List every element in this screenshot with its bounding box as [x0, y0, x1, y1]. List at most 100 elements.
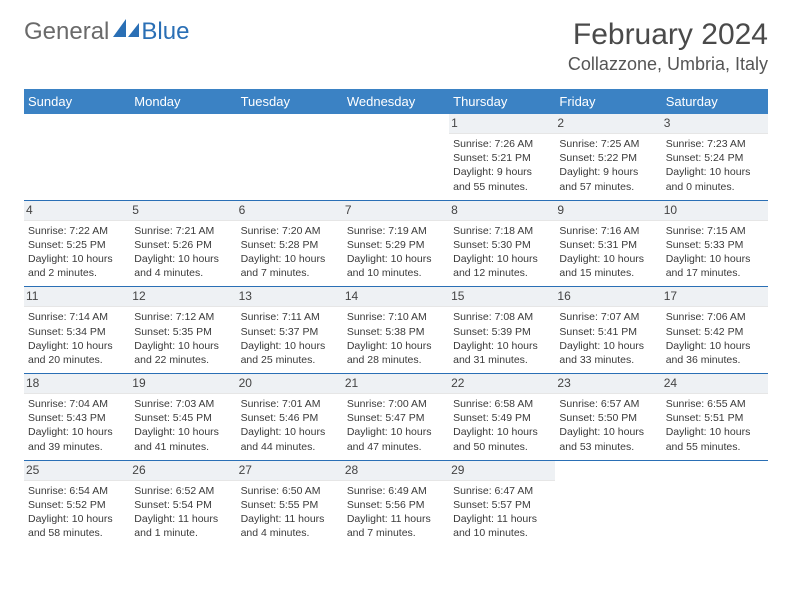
day-info: Sunrise: 7:07 AMSunset: 5:41 PMDaylight:…: [559, 310, 657, 367]
calendar-cell: 21 Sunrise: 7:00 AMSunset: 5:47 PMDayligh…: [343, 374, 449, 461]
calendar-week: 18 Sunrise: 7:04 AMSunset: 5:43 PMDayligh…: [24, 374, 768, 461]
day-number: 28: [343, 461, 449, 481]
day-header: Wednesday: [343, 89, 449, 114]
brand-part2: Blue: [141, 18, 189, 46]
day-header-row: SundayMondayTuesdayWednesdayThursdayFrid…: [24, 89, 768, 114]
day-number: 3: [662, 114, 768, 134]
month-title: February 2024: [568, 18, 768, 52]
calendar-cell: 14Sunrise: 7:10 AMSunset: 5:38 PMDayligh…: [343, 287, 449, 374]
day-number: 20: [237, 374, 343, 394]
day-header: Monday: [130, 89, 236, 114]
sail-icon: [113, 18, 139, 46]
calendar-cell: [662, 460, 768, 546]
day-info: Sunrise: 7:01 AMSunset: 5:46 PMDaylight:…: [241, 397, 339, 454]
calendar-cell: 19Sunrise: 7:03 AMSunset: 5:45 PMDayligh…: [130, 374, 236, 461]
day-number: 22: [449, 374, 555, 394]
calendar-cell: [237, 114, 343, 200]
calendar-cell: 26Sunrise: 6:52 AMSunset: 5:54 PMDayligh…: [130, 460, 236, 546]
day-number: 17: [662, 287, 768, 307]
day-info: Sunrise: 6:52 AMSunset: 5:54 PMDaylight:…: [134, 484, 232, 541]
day-info: Sunrise: 7:22 AMSunset: 5:25 PMDaylight:…: [28, 224, 126, 281]
day-number: 9: [555, 201, 661, 221]
day-header: Sunday: [24, 89, 130, 114]
day-number: 19: [130, 374, 236, 394]
calendar-cell: 22 Sunrise: 6:58 AMSunset: 5:49 PMDayligh…: [449, 374, 555, 461]
day-number: 5: [130, 201, 236, 221]
day-number: 18: [24, 374, 130, 394]
day-info: Sunrise: 7:20 AMSunset: 5:28 PMDaylight:…: [241, 224, 339, 281]
day-info: Sunrise: 7:11 AMSunset: 5:37 PMDaylight:…: [241, 310, 339, 367]
day-info: Sunrise: 6:47 AMSunset: 5:57 PMDaylight:…: [453, 484, 551, 541]
calendar-cell: 11Sunrise: 7:14 AMSunset: 5:34 PMDayligh…: [24, 287, 130, 374]
calendar-thead: SundayMondayTuesdayWednesdayThursdayFrid…: [24, 89, 768, 114]
day-info: Sunrise: 7:26 AMSunset: 5:21 PMDaylight:…: [453, 137, 551, 194]
calendar-cell: 12Sunrise: 7:12 AMSunset: 5:35 PMDayligh…: [130, 287, 236, 374]
day-info: Sunrise: 7:06 AMSunset: 5:42 PMDaylight:…: [666, 310, 764, 367]
day-info: Sunrise: 7:21 AMSunset: 5:26 PMDaylight:…: [134, 224, 232, 281]
calendar-cell: 17 Sunrise: 7:06 AMSunset: 5:42 PMDayligh…: [662, 287, 768, 374]
day-header: Friday: [555, 89, 661, 114]
calendar-cell: 16 Sunrise: 7:07 AMSunset: 5:41 PMDayligh…: [555, 287, 661, 374]
day-info: Sunrise: 7:18 AMSunset: 5:30 PMDaylight:…: [453, 224, 551, 281]
day-info: Sunrise: 6:54 AMSunset: 5:52 PMDaylight:…: [28, 484, 126, 541]
calendar-cell: 23Sunrise: 6:57 AMSunset: 5:50 PMDayligh…: [555, 374, 661, 461]
day-info: Sunrise: 7:16 AMSunset: 5:31 PMDaylight:…: [559, 224, 657, 281]
calendar-week: 1 Sunrise: 7:26 AMSunset: 5:21 PMDaylight…: [24, 114, 768, 200]
calendar-cell: 29 Sunrise: 6:47 AMSunset: 5:57 PMDayligh…: [449, 460, 555, 546]
calendar-cell: 6 Sunrise: 7:20 AMSunset: 5:28 PMDaylight…: [237, 200, 343, 287]
calendar-cell: 18 Sunrise: 7:04 AMSunset: 5:43 PMDayligh…: [24, 374, 130, 461]
day-number: 23: [555, 374, 661, 394]
day-info: Sunrise: 7:25 AMSunset: 5:22 PMDaylight:…: [559, 137, 657, 194]
calendar-cell: 3Sunrise: 7:23 AMSunset: 5:24 PMDaylight…: [662, 114, 768, 200]
day-number: 15: [449, 287, 555, 307]
calendar-cell: 20 Sunrise: 7:01 AMSunset: 5:46 PMDayligh…: [237, 374, 343, 461]
calendar-cell: 27 Sunrise: 6:50 AMSunset: 5:55 PMDayligh…: [237, 460, 343, 546]
day-info: Sunrise: 7:19 AMSunset: 5:29 PMDaylight:…: [347, 224, 445, 281]
day-number: 25: [24, 461, 130, 481]
day-number: 12: [130, 287, 236, 307]
calendar-cell: 1 Sunrise: 7:26 AMSunset: 5:21 PMDaylight…: [449, 114, 555, 200]
day-number: 27: [237, 461, 343, 481]
day-number: 10: [662, 201, 768, 221]
calendar-table: SundayMondayTuesdayWednesdayThursdayFrid…: [24, 89, 768, 546]
day-info: Sunrise: 7:00 AMSunset: 5:47 PMDaylight:…: [347, 397, 445, 454]
calendar-cell: 4 Sunrise: 7:22 AMSunset: 5:25 PMDaylight…: [24, 200, 130, 287]
day-info: Sunrise: 7:08 AMSunset: 5:39 PMDaylight:…: [453, 310, 551, 367]
calendar-cell: [130, 114, 236, 200]
calendar-cell: [24, 114, 130, 200]
day-info: Sunrise: 6:55 AMSunset: 5:51 PMDaylight:…: [666, 397, 764, 454]
day-header: Thursday: [449, 89, 555, 114]
day-header: Tuesday: [237, 89, 343, 114]
title-block: February 2024 Collazzone, Umbria, Italy: [568, 18, 768, 75]
calendar-cell: 5 Sunrise: 7:21 AMSunset: 5:26 PMDaylight…: [130, 200, 236, 287]
day-number: 13: [237, 287, 343, 307]
calendar-cell: 8 Sunrise: 7:18 AMSunset: 5:30 PMDaylight…: [449, 200, 555, 287]
day-info: Sunrise: 6:50 AMSunset: 5:55 PMDaylight:…: [241, 484, 339, 541]
day-header: Saturday: [662, 89, 768, 114]
calendar-cell: [555, 460, 661, 546]
day-number: 21: [343, 374, 449, 394]
day-number: 7: [343, 201, 449, 221]
day-number: 24: [662, 374, 768, 394]
day-info: Sunrise: 7:15 AMSunset: 5:33 PMDaylight:…: [666, 224, 764, 281]
day-info: Sunrise: 7:14 AMSunset: 5:34 PMDaylight:…: [28, 310, 126, 367]
calendar-week: 25 Sunrise: 6:54 AMSunset: 5:52 PMDayligh…: [24, 460, 768, 546]
day-number: 2: [555, 114, 661, 134]
calendar-cell: [343, 114, 449, 200]
calendar-cell: 2 Sunrise: 7:25 AMSunset: 5:22 PMDaylight…: [555, 114, 661, 200]
day-info: Sunrise: 7:10 AMSunset: 5:38 PMDaylight:…: [347, 310, 445, 367]
day-info: Sunrise: 7:04 AMSunset: 5:43 PMDaylight:…: [28, 397, 126, 454]
day-info: Sunrise: 6:58 AMSunset: 5:49 PMDaylight:…: [453, 397, 551, 454]
calendar-cell: 24 Sunrise: 6:55 AMSunset: 5:51 PMDayligh…: [662, 374, 768, 461]
location: Collazzone, Umbria, Italy: [568, 54, 768, 75]
day-number: 4: [24, 201, 130, 221]
day-number: 29: [449, 461, 555, 481]
day-number: 8: [449, 201, 555, 221]
day-number: 6: [237, 201, 343, 221]
day-number: 16: [555, 287, 661, 307]
calendar-body: 1 Sunrise: 7:26 AMSunset: 5:21 PMDaylight…: [24, 114, 768, 546]
calendar-cell: 25 Sunrise: 6:54 AMSunset: 5:52 PMDayligh…: [24, 460, 130, 546]
brand-part1: General: [24, 18, 109, 46]
calendar-cell: 28Sunrise: 6:49 AMSunset: 5:56 PMDayligh…: [343, 460, 449, 546]
day-number: 1: [449, 114, 555, 134]
